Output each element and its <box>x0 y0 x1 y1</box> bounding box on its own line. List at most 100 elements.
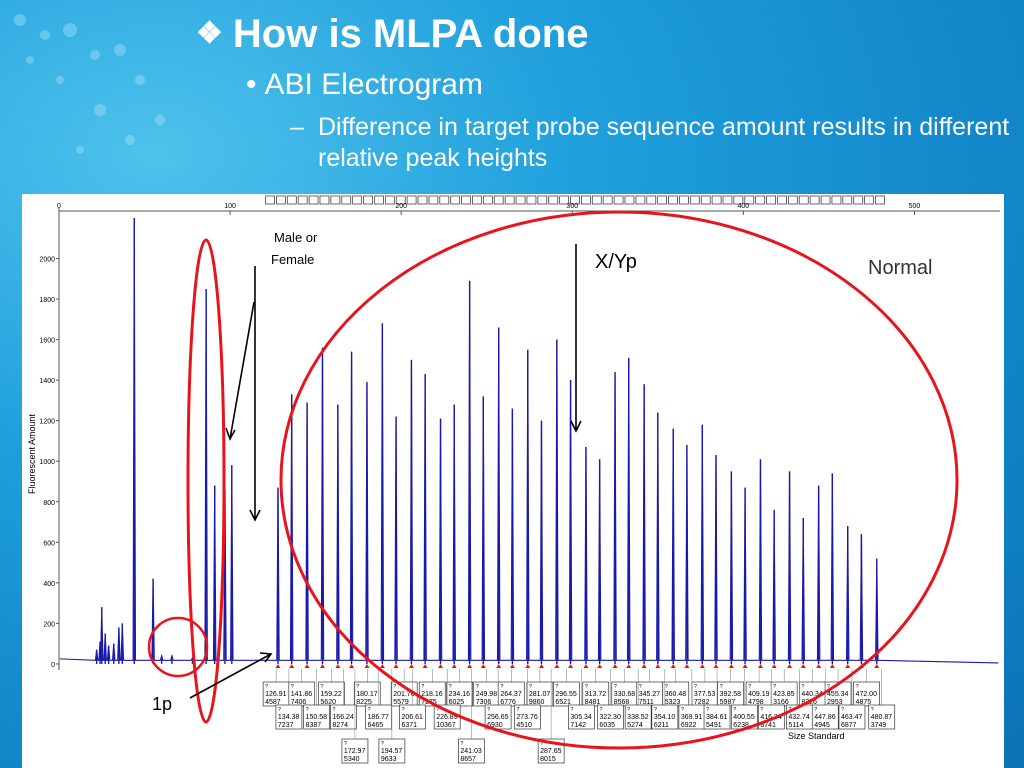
peak-label-marker: ? <box>291 684 294 690</box>
peak-marker <box>626 663 632 668</box>
peak-label-height: 6741 <box>760 722 776 729</box>
peak-label-marker: ? <box>368 707 371 713</box>
x-tick-labels: 0 100 200 300 400 500 <box>57 203 920 215</box>
xyp-label: X/Yp <box>595 251 637 273</box>
peak-label-size: 141.86 <box>291 691 313 698</box>
peak-label-size: 345.27 <box>639 691 661 698</box>
peak-label-marker: ? <box>827 684 830 690</box>
x-tick-label: 0 <box>57 203 61 210</box>
bin-marker <box>515 195 526 205</box>
peak-marker <box>597 663 603 668</box>
peak-marker <box>525 663 531 668</box>
y-tick-label: 1400 <box>39 378 55 385</box>
peak-label-box <box>662 681 690 707</box>
peak-label-height: 3749 <box>871 722 887 729</box>
peak-label-size: 322.30 <box>599 714 621 721</box>
peak-marker <box>554 663 560 668</box>
peak-label-height: 6371 <box>401 722 417 729</box>
x-tick-label: 200 <box>395 203 407 210</box>
peak-label-height: 6238 <box>733 722 749 729</box>
peak-label-marker: ? <box>421 684 424 690</box>
peak-label-box <box>330 704 357 730</box>
male-female-arrow-long-head <box>249 509 261 522</box>
peak-label-box <box>745 681 773 707</box>
y-tick-label: 800 <box>43 500 55 507</box>
peak-label-height: 10367 <box>436 722 456 729</box>
peak-label-box <box>341 738 369 764</box>
bin-marker <box>853 195 864 205</box>
y-tick-label: 0 <box>51 662 55 669</box>
peak-label-size: 313.72 <box>585 691 607 698</box>
peak-label-marker: ? <box>748 684 751 690</box>
bin-marker <box>570 195 580 205</box>
peak-label-size: 186.77 <box>368 714 390 721</box>
peak-label-box <box>636 681 664 707</box>
peak-label-size: 296.55 <box>555 691 577 698</box>
y-tick-label: 400 <box>43 581 55 588</box>
size-standard-label: Size Standard <box>788 731 845 741</box>
peak-label-height: 9860 <box>529 699 545 706</box>
male-female-label-line1: Male or <box>274 230 318 245</box>
peak-label-marker: ? <box>570 707 573 713</box>
xyp-arrow-head <box>570 420 582 433</box>
peak-label-marker: ? <box>516 707 519 713</box>
bin-marker <box>580 195 591 205</box>
peak-label-marker: ? <box>344 741 347 747</box>
bin-marker <box>875 195 885 205</box>
peak-label-height: 6930 <box>487 722 503 729</box>
peak-label-height: 8015 <box>540 756 556 763</box>
bin-markers <box>265 195 885 205</box>
bin-marker <box>700 195 711 205</box>
peak-label-box <box>853 681 880 707</box>
peak-label-marker: ? <box>773 684 776 690</box>
peak-marker <box>568 663 574 668</box>
one-p-arrow-head <box>259 652 273 663</box>
peak-label-box <box>717 681 745 707</box>
control-peaks-ellipse <box>186 238 226 724</box>
electrogram-chart: 0 100 200 300 400 500 0 200 400 600 800 1000 1200 14… <box>22 194 1004 768</box>
bin-marker <box>286 195 297 205</box>
peak-label-height: 4510 <box>516 722 532 729</box>
peak-marker <box>379 663 385 668</box>
peak-label-box <box>703 704 731 730</box>
male-female-arrow-short <box>229 301 255 440</box>
peak-label-height: 7406 <box>291 699 307 706</box>
dna-helix-decoration <box>14 14 165 154</box>
peak-label-box <box>868 704 896 730</box>
y-tick-label: 1200 <box>39 419 55 426</box>
peak-label-marker: ? <box>665 684 668 690</box>
peak-label-size: 206.61 <box>401 714 423 721</box>
peak-label-height: 6922 <box>681 722 697 729</box>
peak-label-height: 6465 <box>368 722 384 729</box>
bullet-level-2-text: Difference in target probe sequence amou… <box>318 113 1010 172</box>
x-tick-label: 300 <box>566 203 578 210</box>
peak-label-marker: ? <box>639 684 642 690</box>
peak-label-height: 6877 <box>841 722 857 729</box>
peak-label-size: 423.85 <box>773 691 795 698</box>
peak-label-size: 180.17 <box>356 691 378 698</box>
bin-marker <box>439 195 450 205</box>
bin-marker <box>766 195 776 205</box>
bin-marker <box>777 195 787 205</box>
peak-label-height: 8387 <box>306 722 322 729</box>
y-tick-label: 1800 <box>39 297 55 304</box>
peak-label-height: 7511 <box>639 699 654 706</box>
peak-marker <box>480 663 486 668</box>
peak-label-marker: ? <box>627 707 630 713</box>
peak-marker <box>408 663 414 668</box>
peak-label-marker: ? <box>654 707 657 713</box>
bin-marker <box>733 195 744 205</box>
peak-label-size: 249.98 <box>476 691 498 698</box>
bin-marker <box>482 195 493 205</box>
bin-marker <box>722 195 733 205</box>
peak-label-height: 5274 <box>627 722 643 729</box>
bin-marker <box>613 195 624 205</box>
peak-label-box <box>318 681 345 707</box>
bin-marker <box>744 195 755 205</box>
y-tick-label: 2000 <box>39 257 55 264</box>
peak-marker <box>438 663 444 668</box>
peak-marker <box>655 663 661 668</box>
bullet-level-1: • ABI Electrogram <box>246 66 483 104</box>
peak-label-height: 3166 <box>773 699 789 706</box>
bin-marker <box>624 195 635 205</box>
